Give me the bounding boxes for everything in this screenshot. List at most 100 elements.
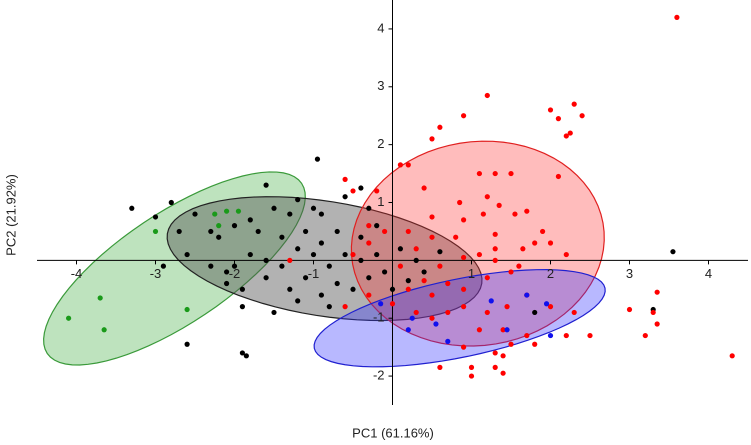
point [445,338,451,344]
point [263,275,269,281]
point [421,185,427,191]
point [532,341,538,347]
confidence-ellipse [166,196,483,322]
y-tick-label: 3 [377,78,384,93]
point [66,315,72,321]
y-tick-label: -2 [373,368,385,383]
point [243,353,249,359]
point [504,327,510,333]
point [476,170,482,177]
point [547,304,554,310]
confidence-ellipse [43,171,306,366]
x-tick-label: -2 [229,266,241,281]
point [524,208,530,214]
x-tick-label: 3 [626,266,633,281]
point [532,240,538,246]
point [492,364,498,370]
point [397,246,403,252]
point [184,251,190,258]
x-axis-label: PC1 (61.16%) [352,425,434,440]
point [409,315,415,321]
point [413,309,419,316]
point [437,124,443,130]
point [492,231,498,237]
point [239,286,245,292]
point [295,246,301,252]
point [342,194,348,200]
point [484,275,490,281]
point [334,280,340,287]
point [231,223,238,229]
point [247,217,253,223]
y-tick-label: 1 [377,194,384,209]
point [484,92,490,99]
point [563,133,569,139]
point [500,370,506,376]
point [445,309,451,316]
point [192,211,198,217]
point [378,301,384,307]
point [303,228,309,235]
point [247,251,253,258]
point [350,188,356,194]
point [476,327,482,333]
point [97,295,103,301]
point [168,199,174,206]
x-tick-label: 4 [705,266,712,281]
point [382,228,388,235]
point [152,214,159,220]
point [484,309,490,316]
point [492,246,498,252]
point [405,278,411,284]
point [374,188,380,194]
point [405,327,411,333]
point [239,304,245,310]
point [374,223,380,229]
point [421,278,427,284]
x-tick-label: 2 [547,266,554,281]
point [413,246,419,252]
point [389,301,396,307]
point [429,214,435,220]
point [504,304,510,310]
y-tick-label: 4 [377,20,384,35]
point [445,280,451,287]
point [429,234,435,240]
point [429,292,435,298]
point [287,257,293,263]
point [271,309,277,316]
point [295,298,301,304]
point [571,101,577,107]
point [468,364,475,370]
point [476,251,482,258]
point [547,332,554,339]
point [579,113,585,119]
point [231,263,238,269]
point [540,228,546,235]
point [555,116,562,122]
point [279,234,285,240]
point [421,269,427,275]
point [350,286,356,292]
point [457,199,463,206]
point [654,321,660,327]
point [492,257,498,263]
point [520,246,526,252]
point [512,211,518,217]
point [484,194,490,200]
point [437,263,443,269]
point [524,292,530,298]
point [397,162,403,168]
point [314,156,321,162]
point [208,263,214,269]
point [366,240,372,246]
point [366,205,372,211]
point [342,304,348,310]
point [567,130,573,136]
point [176,228,182,235]
point [358,257,364,263]
point [326,304,332,310]
point [654,289,660,295]
point [461,113,467,119]
point [263,257,269,263]
